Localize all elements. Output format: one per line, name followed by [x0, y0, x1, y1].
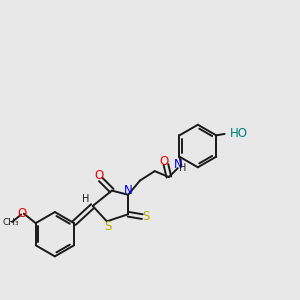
Text: S: S	[142, 210, 149, 223]
Text: CH₃: CH₃	[2, 218, 19, 227]
Text: H: H	[178, 163, 186, 173]
Text: S: S	[104, 220, 111, 233]
Text: O: O	[160, 154, 169, 168]
Text: O: O	[17, 207, 26, 220]
Text: N: N	[124, 184, 133, 197]
Text: N: N	[173, 158, 182, 170]
Text: H: H	[82, 194, 90, 204]
Text: HO: HO	[230, 127, 248, 140]
Text: O: O	[95, 169, 104, 182]
